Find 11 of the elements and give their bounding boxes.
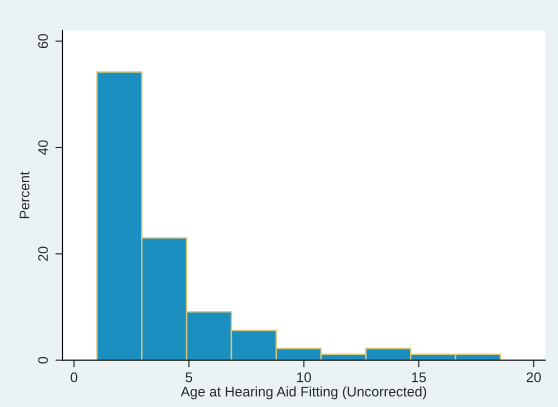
y-tick-label: 0: [38, 356, 48, 364]
y-tick-label: 20: [38, 246, 48, 261]
x-tick-label: 15: [412, 372, 426, 382]
x-tick-label: 20: [526, 372, 541, 382]
x-tick-label: 10: [297, 372, 312, 382]
y-axis-title: Percent: [20, 172, 30, 218]
y-tick-label: 60: [38, 34, 48, 48]
x-axis-title: Age at Hearing Aid Fitting (Uncorrected): [180, 386, 426, 400]
x-tick-label: 0: [70, 372, 78, 382]
x-tick-label: 5: [186, 372, 192, 382]
y-tick-label: 40: [38, 140, 48, 155]
